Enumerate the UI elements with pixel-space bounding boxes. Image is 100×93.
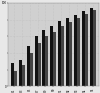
Bar	[58, 21, 61, 86]
Bar	[66, 18, 69, 86]
Bar	[42, 30, 46, 86]
Bar	[93, 10, 96, 86]
Bar	[85, 14, 88, 86]
Bar	[22, 65, 25, 86]
Bar	[14, 71, 17, 86]
Bar	[77, 18, 80, 86]
Bar	[90, 8, 93, 86]
Bar	[11, 63, 14, 86]
Bar	[53, 32, 56, 86]
Bar	[34, 36, 38, 86]
Bar	[38, 43, 41, 86]
Bar	[19, 60, 22, 86]
Bar	[46, 36, 48, 86]
Bar	[61, 26, 64, 86]
Bar	[74, 15, 77, 86]
Bar	[50, 26, 53, 86]
Bar	[27, 46, 30, 86]
Bar	[30, 53, 33, 86]
Bar	[69, 22, 72, 86]
Bar	[82, 11, 85, 86]
